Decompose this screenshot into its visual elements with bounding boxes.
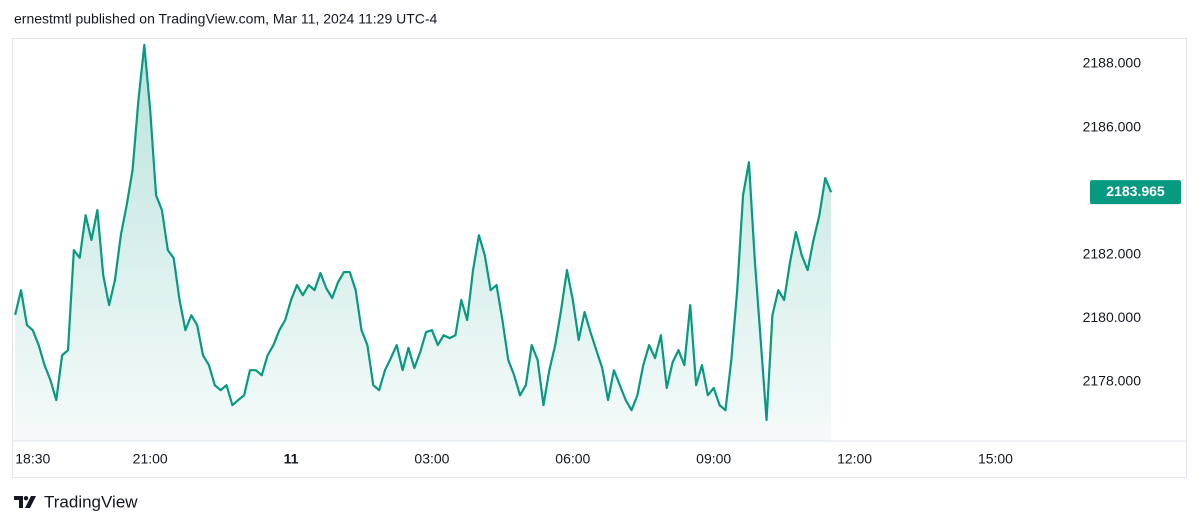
- x-tick-label: 06:00: [555, 451, 590, 467]
- x-tick-label: 21:00: [133, 451, 168, 467]
- x-tick-label: 15:00: [978, 451, 1013, 467]
- price-line: [14, 43, 833, 422]
- brand-logo: TradingView: [14, 492, 138, 511]
- last-price-label: 2183.965: [1106, 183, 1165, 199]
- y-tick-label: 2178.000: [1083, 372, 1142, 388]
- x-tick-label: 09:00: [696, 451, 731, 467]
- area-fill: [15, 44, 832, 442]
- y-tick-label: 2188.000: [1083, 55, 1142, 71]
- x-tick-label: 03:00: [414, 451, 449, 467]
- last-price-box: [1090, 180, 1181, 205]
- attribution: ernestmtl published on TradingView.com, …: [14, 11, 438, 27]
- chart-frame: [12, 38, 1187, 478]
- y-tick-label: 2180.000: [1083, 309, 1142, 325]
- x-tick-label: 11: [284, 451, 299, 467]
- y-tick-label: 2186.000: [1083, 118, 1142, 134]
- y-tick-label: 2182.000: [1083, 245, 1142, 261]
- x-tick-label: 18:30: [15, 451, 50, 467]
- brand-name: TradingView: [44, 492, 138, 511]
- x-tick-label: 12:00: [837, 451, 872, 467]
